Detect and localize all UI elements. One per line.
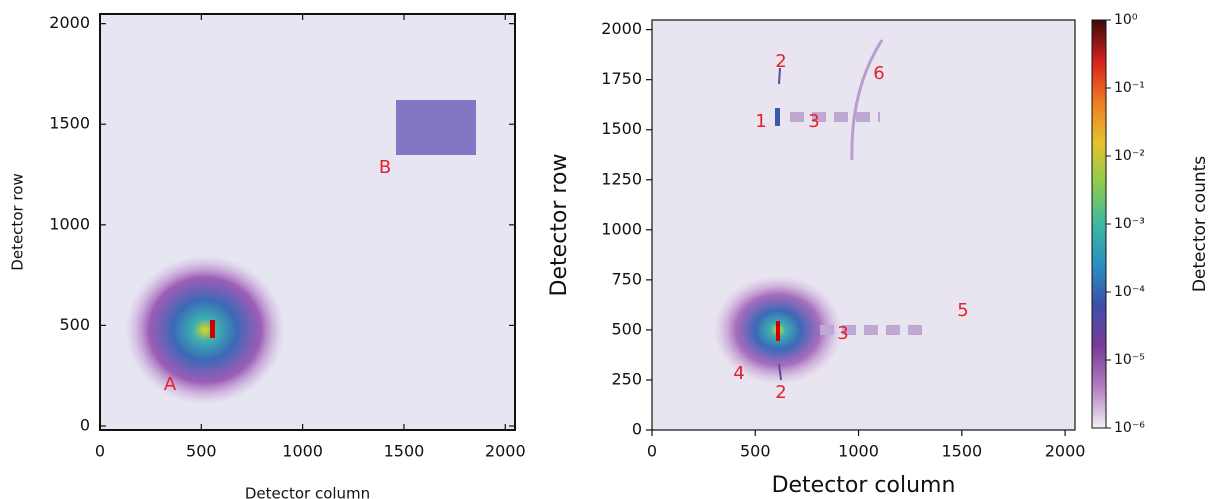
colorbar [1091,19,1107,429]
colorbar-tick-label: 10⁰ [1114,12,1138,28]
plot-frame [99,13,516,431]
y-tick-label: 1000 [601,219,642,238]
annotation: 4 [733,363,744,384]
y-tick-label: 1250 [601,169,642,188]
spot-1 [775,108,780,126]
x-tick-label: 1500 [384,442,425,461]
frames: 0 500 1000 1500 20000500100015002000Detector… [9,12,1211,499]
x-tick-label: 0 [647,442,657,461]
x-axis-label: Detector column [772,473,956,498]
y-tick-label: 1500 [601,119,642,138]
spot-b [396,100,476,155]
x-tick-label: 500 [740,442,771,461]
colorbar-tick-label: 10⁻¹ [1114,80,1145,96]
y-tick-label: 500 [59,315,90,334]
y-tick-label: 250 [611,369,642,388]
x-tick-label: 2000 [1045,442,1086,461]
y-tick-label: 0 [80,415,90,434]
x-tick-label: 1000 [282,442,323,461]
annotation: 3 [837,323,848,344]
y-tick-label: 500 [611,319,642,338]
annotation: 3 [808,111,819,132]
y-tick-label: 1000 [49,214,90,233]
y-axis-label: Detector row [9,173,27,270]
beam-centre [210,320,215,338]
y-tick-label: 2000 [601,19,642,38]
plot-background [652,20,1075,430]
annotation: 5 [957,300,968,321]
colorbar-tick-label: 10⁻⁵ [1114,352,1145,368]
colorbar-tick-label: 10⁻⁴ [1114,284,1145,300]
x-tick-label: 500 [186,442,217,461]
annotation: 2 [775,382,786,403]
features-left: A B [125,100,476,405]
colorbar-label: Detector counts [1190,156,1210,292]
colorbar-tick-label: 10⁻⁶ [1114,420,1145,436]
arc-6 [850,39,884,161]
plot-frame [651,19,1076,431]
x-tick-label: 1500 [941,442,982,461]
y-tick-label: 2000 [49,13,90,32]
colorbar-tick-label: 10⁻³ [1114,216,1145,232]
beam-centre [776,321,780,341]
features-right: 1 2 2 3 3 4 5 6 [713,39,969,403]
y-axis-label: Detector row [547,154,572,297]
y-tick-label: 1500 [49,114,90,133]
x-axis-label: Detector column [245,485,370,499]
x-tick-label: 1000 [838,442,879,461]
x-tick-label: 2000 [485,442,526,461]
y-tick-label: 750 [611,269,642,288]
y-tick-label: 1750 [601,69,642,88]
streak [778,363,782,381]
annotation: B [379,157,391,178]
spot-a [125,255,285,405]
annotation: 1 [755,111,766,132]
colorbar-tick-label: 10⁻² [1114,148,1145,164]
annotation: 6 [873,63,884,84]
x-tick-label: 0 [95,442,105,461]
annotation: A [164,374,177,395]
annotation: 2 [775,51,786,72]
streak [778,67,781,85]
y-tick-label: 0 [632,420,642,439]
